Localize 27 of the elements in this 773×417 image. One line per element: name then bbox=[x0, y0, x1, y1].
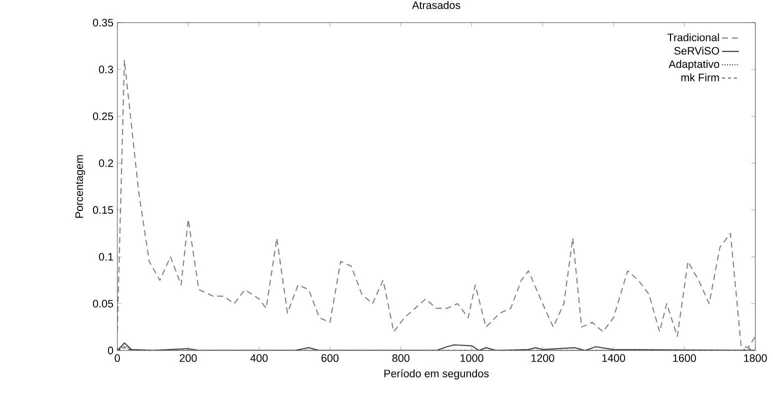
x-tick-label: 1400 bbox=[602, 354, 626, 362]
y-axis-title: Porcentagem bbox=[76, 154, 86, 218]
legend-label: SeRViSO bbox=[674, 46, 720, 54]
y-tick-label: 0.15 bbox=[92, 206, 114, 214]
chart-title: Atrasados bbox=[412, 0, 460, 9]
x-tick-label: 400 bbox=[250, 354, 268, 362]
y-tick-label: 0.3 bbox=[98, 65, 114, 74]
y-tick-label: 0.2 bbox=[98, 159, 113, 167]
legend-label: Adaptativo bbox=[668, 60, 720, 70]
y-tick-label: 0.35 bbox=[92, 18, 114, 26]
legend-label: mk Firm bbox=[681, 73, 719, 82]
x-tick-label: 200 bbox=[180, 354, 197, 362]
y-tick-label: 0 bbox=[108, 346, 114, 354]
x-tick-label: 800 bbox=[392, 354, 410, 362]
x-tick-label: 1000 bbox=[460, 354, 484, 362]
x-axis-title: Período em segundos bbox=[384, 369, 489, 380]
line-series bbox=[117, 59, 756, 348]
x-tick-label: 1800 bbox=[744, 354, 767, 362]
legend-label: Tradicional bbox=[667, 33, 719, 42]
x-tick-label: 0 bbox=[114, 354, 120, 362]
y-tick-label: 0.25 bbox=[92, 112, 114, 120]
x-tick-label: 1600 bbox=[673, 354, 696, 362]
x-tick-label: 1200 bbox=[531, 354, 554, 362]
y-tick-label: 0.05 bbox=[92, 300, 114, 308]
x-tick-label: 600 bbox=[322, 354, 339, 362]
line-series bbox=[117, 342, 756, 350]
y-tick-label: 0.1 bbox=[98, 252, 114, 260]
